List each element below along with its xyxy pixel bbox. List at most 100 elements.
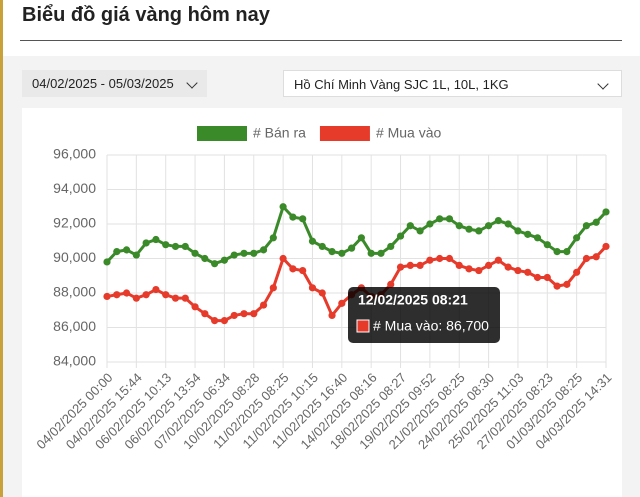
data-point xyxy=(191,249,199,257)
legend-swatch xyxy=(319,126,370,141)
data-point xyxy=(289,265,297,273)
data-point xyxy=(455,222,463,230)
data-point xyxy=(289,213,297,221)
data-point xyxy=(484,222,493,230)
data-point xyxy=(230,311,238,320)
data-point xyxy=(602,242,610,251)
data-point xyxy=(122,289,131,297)
data-point xyxy=(553,282,561,290)
data-point xyxy=(152,285,160,294)
data-point xyxy=(573,268,581,276)
data-point xyxy=(220,256,229,264)
data-point xyxy=(514,266,522,275)
data-point xyxy=(318,289,326,297)
data-point xyxy=(504,263,512,271)
data-point xyxy=(406,261,414,269)
chart: 84,000 86,000 88,000 90,000 92,000 94,000 96,0… xyxy=(22,108,622,497)
accent-strip xyxy=(0,0,3,497)
series-line xyxy=(105,203,608,266)
data-point xyxy=(465,265,473,273)
y-tick-label: 92,000 xyxy=(53,215,96,231)
data-point xyxy=(328,248,336,256)
data-point xyxy=(426,256,434,264)
data-point xyxy=(201,254,209,263)
data-point xyxy=(494,256,502,264)
data-point xyxy=(250,249,258,257)
tooltip-title: 12/02/2025 08:21 xyxy=(358,292,468,308)
y-tick-label: 86,000 xyxy=(53,318,96,334)
tooltip-box xyxy=(348,287,500,343)
data-point xyxy=(455,261,463,269)
date-dropdown[interactable]: 04/02/2025 - 05/03/2025 xyxy=(22,70,207,97)
y-tick-label: 90,000 xyxy=(53,249,96,265)
data-point xyxy=(308,284,317,292)
data-point xyxy=(103,292,111,301)
data-point xyxy=(132,294,140,302)
data-point xyxy=(259,301,268,309)
data-point xyxy=(533,234,542,242)
data-point xyxy=(416,227,424,235)
data-point xyxy=(475,266,483,275)
legend-label: # Bán ra xyxy=(253,125,306,141)
data-point xyxy=(240,249,248,257)
data-point xyxy=(387,242,395,251)
data-point xyxy=(524,268,532,276)
data-point xyxy=(132,251,140,259)
product-dropdown[interactable]: Hồ Chí Minh Vàng SJC 1L, 10L, 1KG xyxy=(283,70,622,97)
data-point xyxy=(162,291,170,299)
data-point xyxy=(230,251,238,259)
dropdown-text: 04/02/2025 - 05/03/2025 xyxy=(32,76,174,91)
data-point xyxy=(240,310,248,318)
data-point xyxy=(338,249,346,257)
data-point xyxy=(299,215,307,223)
legend-label: # Mua vào xyxy=(376,125,442,141)
data-point xyxy=(494,216,502,225)
tooltip-label: # Mua vào: 86,700 xyxy=(373,318,489,334)
data-point xyxy=(122,246,131,254)
data-point xyxy=(142,291,150,299)
data-point xyxy=(299,266,307,275)
data-point xyxy=(514,227,522,235)
data-point xyxy=(162,241,170,249)
data-point xyxy=(377,249,385,257)
data-point xyxy=(436,215,444,223)
data-point xyxy=(211,260,219,268)
data-point xyxy=(563,248,571,256)
data-point xyxy=(348,244,356,252)
data-point xyxy=(113,291,121,299)
data-point xyxy=(573,234,581,242)
data-point xyxy=(592,218,600,226)
data-point xyxy=(171,294,180,302)
chevron xyxy=(186,77,198,89)
y-tick-label: 94,000 xyxy=(53,180,96,196)
data-point xyxy=(318,242,326,251)
data-point xyxy=(328,311,336,320)
data-point xyxy=(543,241,551,249)
data-point xyxy=(396,232,405,240)
data-point xyxy=(113,248,121,256)
dropdown-text: Hồ Chí Minh Vàng SJC 1L, 10L, 1KG xyxy=(294,77,509,92)
data-point xyxy=(406,222,414,230)
data-point xyxy=(338,299,346,307)
data-point xyxy=(445,254,454,263)
data-point xyxy=(308,237,317,245)
data-point xyxy=(582,222,591,230)
data-point xyxy=(259,246,268,254)
tooltip: 12/02/2025 08:21 # Mua vào: 86,700 xyxy=(348,287,500,343)
data-point xyxy=(563,280,571,288)
data-point xyxy=(504,220,512,228)
data-point xyxy=(191,303,199,311)
data-point xyxy=(543,273,551,282)
data-point xyxy=(269,284,277,292)
data-point xyxy=(553,248,561,256)
data-point xyxy=(367,249,375,257)
data-point xyxy=(279,203,287,211)
data-point xyxy=(396,263,405,271)
data-point xyxy=(416,261,424,269)
data-point xyxy=(475,227,483,235)
data-point xyxy=(279,254,287,263)
divider xyxy=(20,40,622,41)
y-tick-label: 84,000 xyxy=(53,353,96,369)
data-point xyxy=(269,234,277,242)
data-point xyxy=(484,261,493,269)
